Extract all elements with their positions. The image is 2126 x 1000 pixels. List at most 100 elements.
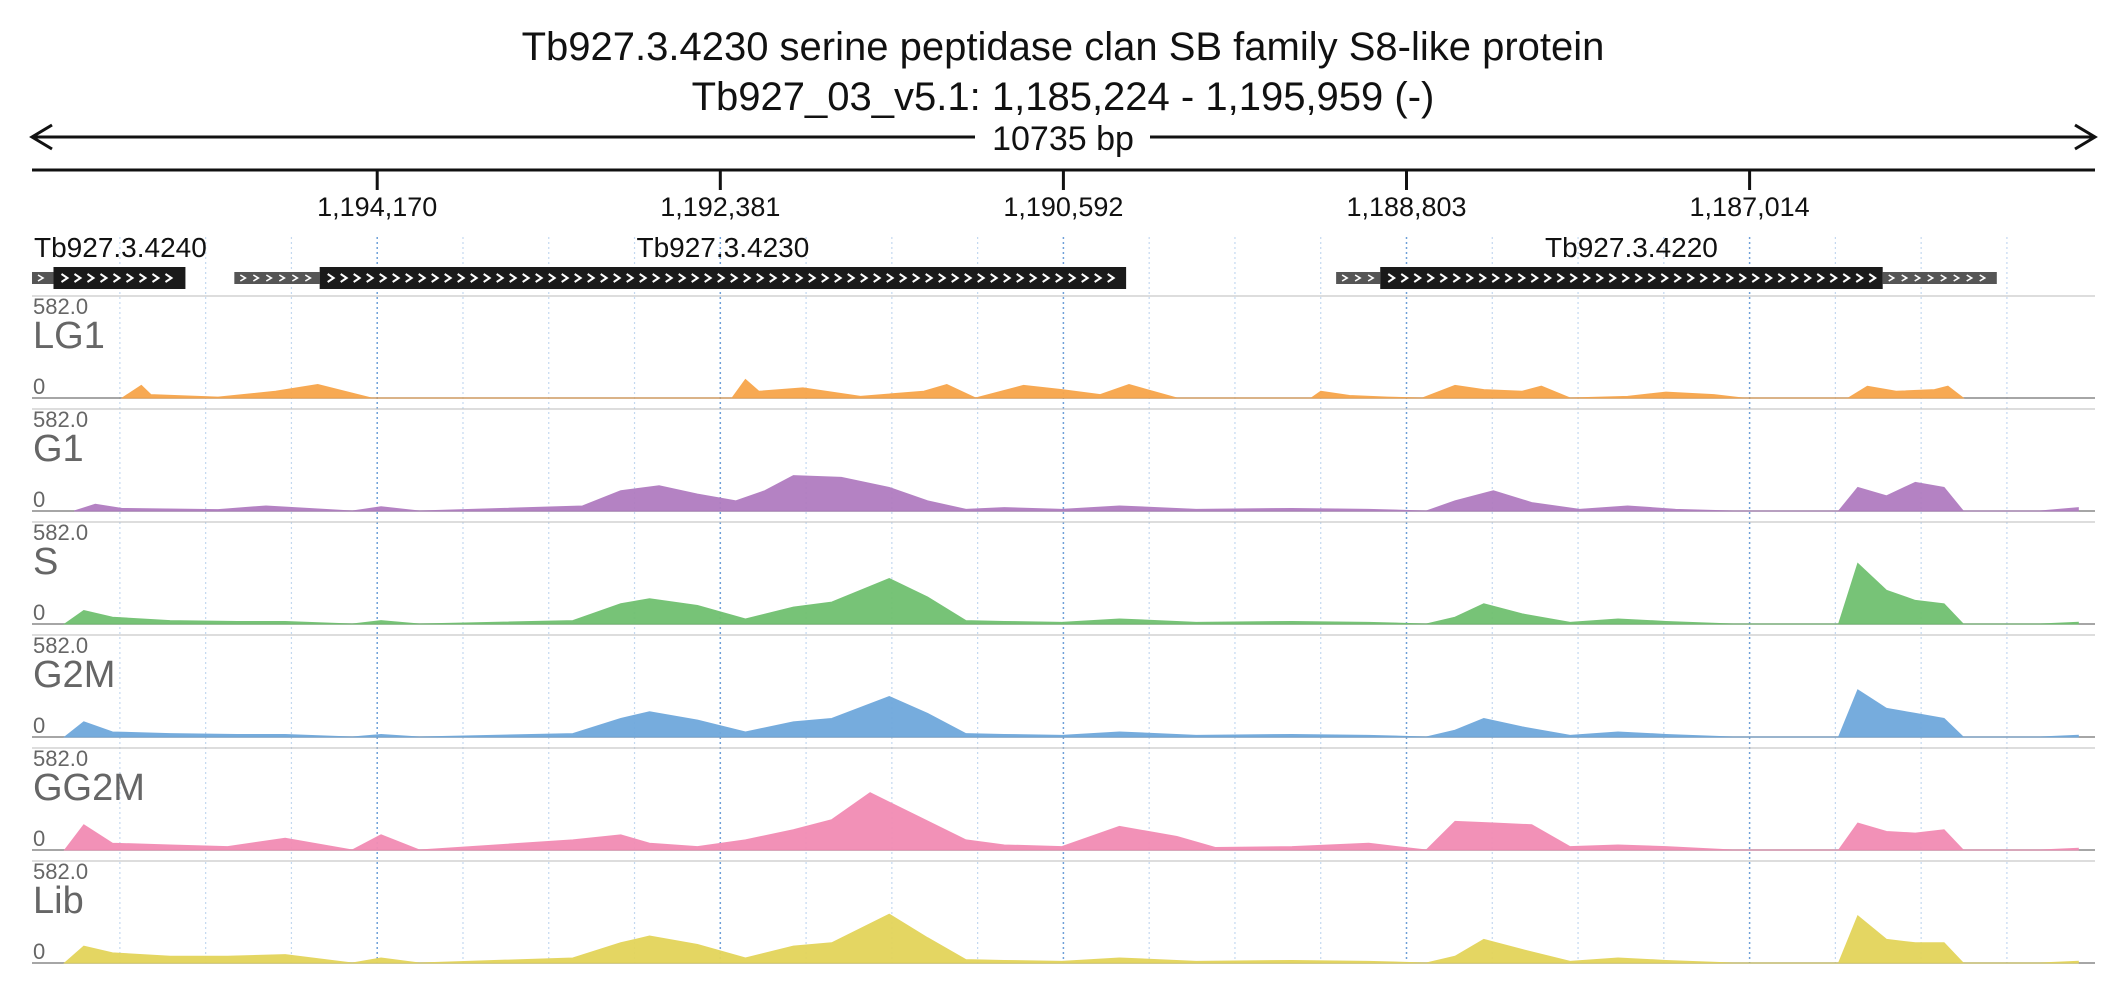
strand-arrow-icon [60, 273, 70, 283]
strand-arrow-icon [886, 273, 895, 283]
gene-model: Tb927.3.4240 [32, 232, 207, 289]
strand-arrow-icon [1491, 273, 1501, 283]
axis-tick-label: 1,194,170 [317, 192, 437, 222]
strand-arrow-icon [138, 273, 148, 283]
chart-title: Tb927.3.4230 serine peptidase clan SB fa… [0, 22, 2126, 122]
strand-arrow-icon [717, 273, 726, 283]
strand-arrow-icon [1354, 274, 1362, 282]
strand-arrow-icon [1777, 273, 1787, 283]
strand-arrow-icon [1029, 273, 1038, 283]
coverage-area [63, 913, 2079, 964]
strand-arrow-icon [925, 273, 934, 283]
strand-arrow-icon [37, 274, 45, 282]
strand-arrow-icon [1478, 273, 1488, 283]
strand-arrow-icon [1081, 273, 1090, 283]
strand-arrow-icon [1068, 273, 1077, 283]
strand-arrow-icon [1341, 274, 1349, 282]
strand-arrow-icon [327, 273, 336, 283]
strand-arrow-icon [639, 273, 648, 283]
strand-arrow-icon [1413, 273, 1423, 283]
strand-arrow-icon [1712, 273, 1722, 283]
track-s: 582.0 0 S [32, 520, 2095, 625]
track-name-label: G2M [33, 654, 115, 696]
axis-tick-label: 1,192,381 [660, 192, 780, 222]
coverage-area [63, 689, 2079, 738]
track-ymin-label: 0 [33, 487, 45, 512]
strand-arrow-icon [470, 273, 479, 283]
strand-arrow-icon [125, 273, 135, 283]
strand-arrow-icon [496, 273, 505, 283]
strand-arrow-icon [951, 273, 960, 283]
strand-arrow-icon [1465, 273, 1475, 283]
strand-arrow-icon [821, 273, 830, 283]
coverage-tracks: 582.00LG1582.00G1582.00S582.00G2M582.00G… [32, 294, 2095, 964]
strand-arrow-icon [366, 273, 375, 283]
strand-arrow-icon [278, 274, 286, 282]
strand-arrow-icon [1556, 273, 1566, 283]
coverage-area [63, 562, 2079, 625]
strand-arrow-icon [1094, 273, 1103, 283]
strand-arrow-icon [847, 273, 856, 283]
strand-arrow-icon [1927, 274, 1935, 282]
strand-arrow-icon [1367, 274, 1375, 282]
coverage-area [74, 475, 2079, 512]
track-ymin-label: 0 [33, 713, 45, 738]
strand-arrow-icon [418, 273, 427, 283]
track-name-label: LG1 [33, 315, 105, 357]
strand-arrow-icon [938, 273, 947, 283]
strand-arrow-icon [1888, 274, 1896, 282]
strand-arrow-icon [1634, 273, 1644, 283]
strand-arrow-icon [1621, 273, 1631, 283]
track-ymin-label: 0 [33, 374, 45, 399]
strand-arrow-icon [834, 273, 843, 283]
title-gene-description: Tb927.3.4230 serine peptidase clan SB fa… [521, 25, 1605, 69]
strand-arrow-icon [626, 273, 635, 283]
strand-arrow-icon [1966, 274, 1974, 282]
strand-arrow-icon [1751, 273, 1761, 283]
strand-arrow-icon [1517, 273, 1527, 283]
strand-arrow-icon [678, 273, 687, 283]
strand-arrow-icon [252, 274, 260, 282]
strand-arrow-icon [691, 273, 700, 283]
strand-arrow-icon [1868, 273, 1878, 283]
strand-arrow-icon [600, 273, 609, 283]
track-ymax-label: 582.0 [33, 407, 88, 432]
track-lg1: 582.0 0 LG1 [32, 294, 2095, 399]
strand-arrow-icon [1803, 273, 1813, 283]
strand-arrow-icon [1055, 273, 1064, 283]
strand-arrow-icon [912, 273, 921, 283]
strand-arrow-icon [899, 273, 908, 283]
gene-label: Tb927.3.4230 [636, 232, 809, 263]
strand-arrow-icon [613, 273, 622, 283]
strand-arrow-icon [1003, 273, 1012, 283]
strand-arrow-icon [265, 274, 273, 282]
track-name-label: S [33, 541, 58, 583]
strand-arrow-icon [782, 273, 791, 283]
track-g1: 582.0 0 G1 [32, 407, 2095, 512]
strand-arrow-icon [1543, 273, 1553, 283]
axis-tick-label: 1,188,803 [1346, 192, 1466, 222]
strand-arrow-icon [509, 273, 518, 283]
strand-arrow-icon [704, 273, 713, 283]
strand-arrow-icon [1738, 273, 1748, 283]
strand-arrow-icon [1790, 273, 1800, 283]
strand-arrow-icon [977, 273, 986, 283]
grid-lines [119, 237, 2008, 963]
track-ymax-label: 582.0 [33, 294, 88, 319]
strand-arrow-icon [392, 273, 401, 283]
strand-arrow-icon [483, 273, 492, 283]
strand-arrow-icon [1764, 273, 1774, 283]
strand-arrow-icon [587, 273, 596, 283]
scale-length-label: 10735 bp [992, 120, 1134, 158]
strand-arrow-icon [431, 273, 440, 283]
strand-arrow-icon [291, 274, 299, 282]
track-ymax-label: 582.0 [33, 859, 88, 884]
strand-arrow-icon [652, 273, 661, 283]
strand-arrow-icon [239, 274, 247, 282]
strand-arrow-icon [1816, 273, 1826, 283]
strand-arrow-icon [1855, 273, 1865, 283]
gene-annotation-track: Tb927.3.4240 Tb927.3.4230 Tb927.3.4220 [32, 232, 1997, 289]
strand-arrow-icon [1660, 273, 1670, 283]
gene-label: Tb927.3.4220 [1545, 232, 1718, 263]
